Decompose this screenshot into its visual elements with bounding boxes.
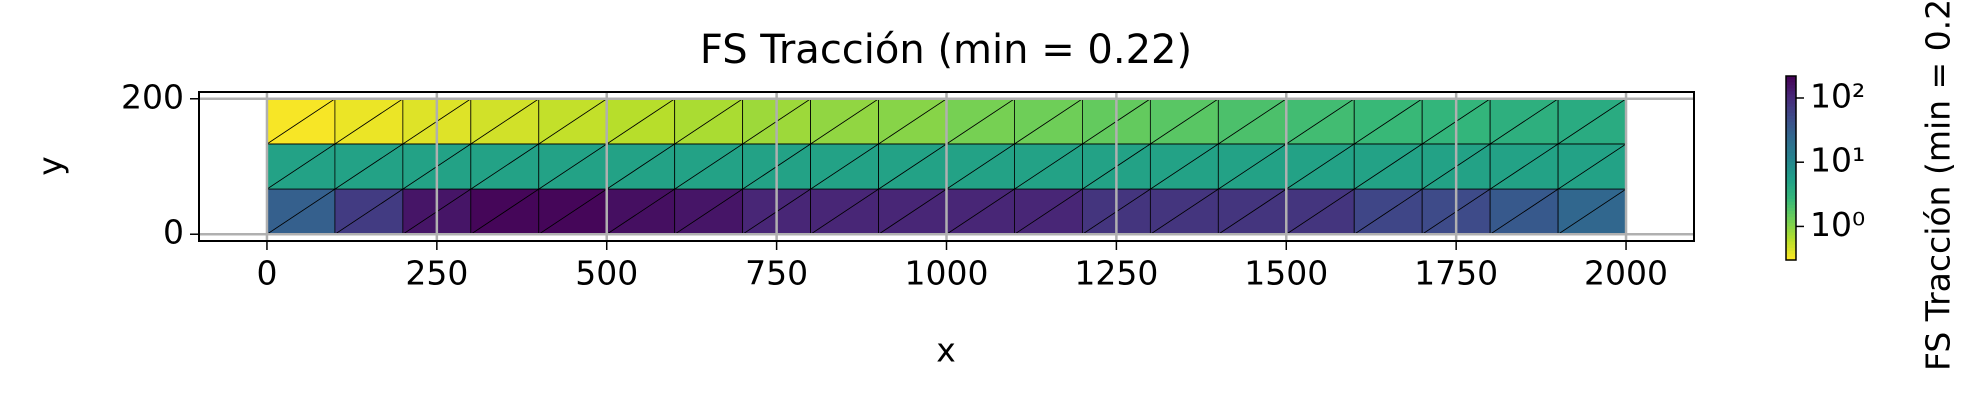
colorbar-segment <box>1786 238 1796 243</box>
colorbar-segment <box>1786 91 1796 95</box>
colorbar-segment <box>1786 112 1796 117</box>
colorbar-segment <box>1786 155 1796 160</box>
colorbar-segment <box>1786 164 1796 169</box>
colorbar-segment <box>1786 235 1796 240</box>
colorbar-segment <box>1786 186 1796 191</box>
colorbar-segment <box>1786 226 1796 230</box>
colorbar-segment <box>1786 229 1796 233</box>
colorbar-segment <box>1786 140 1796 145</box>
colorbar-segment <box>1786 118 1796 123</box>
colorbar-segment <box>1786 171 1796 175</box>
colorbar-segment <box>1786 177 1796 181</box>
colorbar-segment <box>1786 158 1796 163</box>
colorbar-segment <box>1786 180 1796 184</box>
x-tick-label: 250 <box>405 254 468 293</box>
colorbar-tick-label: 10² <box>1810 76 1865 115</box>
colorbar-segment <box>1786 149 1796 154</box>
colorbar-segment <box>1786 146 1796 151</box>
colorbar-segment <box>1786 122 1796 126</box>
x-tick-label: 1000 <box>905 254 989 293</box>
colorbar-segment <box>1786 256 1796 261</box>
x-axis-label: x <box>936 331 956 370</box>
colorbar-segment <box>1786 183 1796 187</box>
colorbar-segment <box>1786 192 1796 197</box>
colorbar-segment <box>1786 207 1796 212</box>
colorbar-segment <box>1786 103 1796 108</box>
axes-frame <box>198 91 1695 242</box>
colorbar-segment <box>1786 76 1796 80</box>
colorbar-segment <box>1786 134 1796 138</box>
colorbar-segment <box>1786 189 1796 194</box>
x-tick-label: 2000 <box>1584 254 1668 293</box>
colorbar-segment <box>1786 137 1796 141</box>
colorbar-frame <box>1785 75 1797 261</box>
colorbar-segment <box>1786 232 1796 237</box>
colorbar-tick-label: 10⁰ <box>1810 205 1865 244</box>
x-tick-label: 500 <box>575 254 638 293</box>
colorbar-segment <box>1786 161 1796 166</box>
colorbar-tick-label: 10¹ <box>1810 141 1865 180</box>
colorbar-segment <box>1786 201 1796 206</box>
colorbar-segment <box>1786 125 1796 129</box>
y-tick-label: 200 <box>121 77 184 116</box>
colorbar-segment <box>1786 82 1796 86</box>
colorbar-segment <box>1786 85 1796 89</box>
colorbar-segment <box>1786 204 1796 209</box>
colorbar-segment <box>1786 174 1796 178</box>
colorbar-segment <box>1786 210 1796 215</box>
colorbar-segment <box>1786 220 1796 224</box>
y-axis-label: y <box>31 156 70 176</box>
colorbar-segment <box>1786 198 1796 203</box>
colorbar-segment <box>1786 143 1796 148</box>
colorbar-segment <box>1786 223 1796 227</box>
colorbar-label: FS Tracción (min = 0.22) <box>1919 0 1958 371</box>
colorbar-segment <box>1786 241 1796 246</box>
colorbar-segment <box>1786 244 1796 249</box>
x-tick-label: 750 <box>745 254 808 293</box>
colorbar-segment <box>1786 217 1796 221</box>
colorbar-segment <box>1786 94 1796 99</box>
colorbar-segment <box>1786 128 1796 132</box>
x-tick-label: 0 <box>256 254 277 293</box>
colorbar-segment <box>1786 115 1796 120</box>
colorbar-segment <box>1786 100 1796 105</box>
colorbar-segment <box>1786 253 1796 258</box>
colorbar-segment <box>1786 109 1796 114</box>
colorbar-segment <box>1786 250 1796 255</box>
colorbar-segment <box>1786 131 1796 135</box>
colorbar-segment <box>1786 97 1796 102</box>
colorbar-segment <box>1786 247 1796 252</box>
colorbar-segment <box>1786 152 1796 157</box>
chart-title: FS Tracción (min = 0.22) <box>700 27 1192 73</box>
colorbar-segment <box>1786 106 1796 111</box>
colorbar-segment <box>1786 88 1796 92</box>
colorbar-segment <box>1786 195 1796 200</box>
colorbar-segment <box>1786 168 1796 172</box>
x-tick-label: 1250 <box>1074 254 1158 293</box>
colorbar-segment <box>1786 79 1796 83</box>
x-tick-label: 1750 <box>1414 254 1498 293</box>
colorbar-segment <box>1786 214 1796 218</box>
x-tick-label: 1500 <box>1244 254 1328 293</box>
y-tick-label: 0 <box>163 213 184 252</box>
